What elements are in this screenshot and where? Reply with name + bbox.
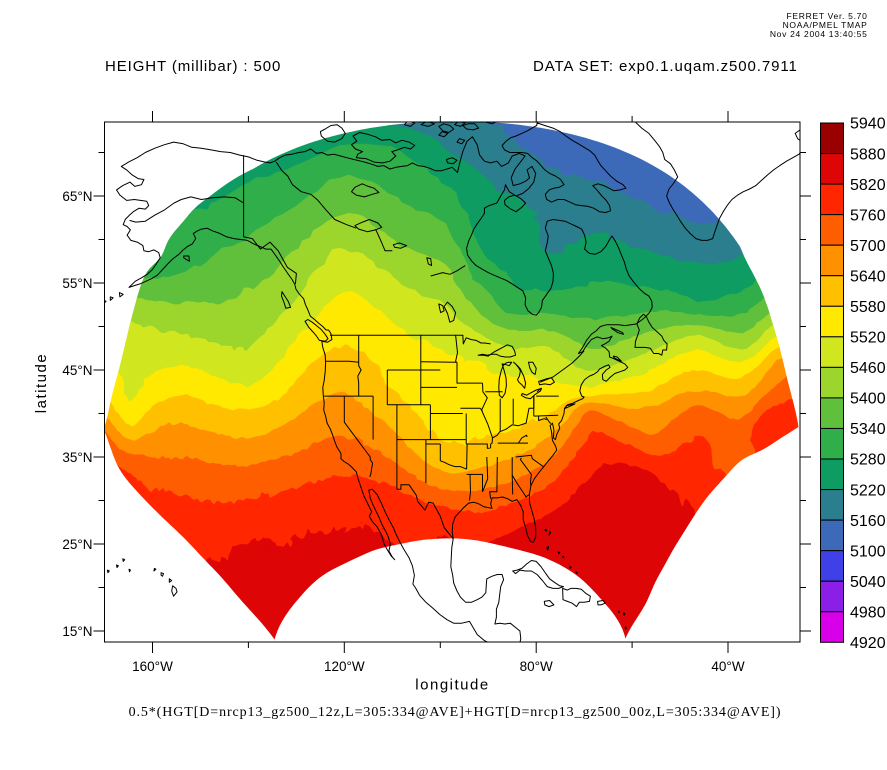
svg-text:5700: 5700	[850, 238, 886, 255]
svg-text:5160: 5160	[850, 513, 886, 530]
svg-text:5280: 5280	[850, 452, 886, 469]
svg-text:latitude: latitude	[33, 353, 50, 413]
svg-text:5640: 5640	[850, 268, 886, 285]
svg-text:5880: 5880	[850, 146, 886, 163]
svg-text:40°W: 40°W	[711, 659, 744, 674]
svg-text:65°N: 65°N	[62, 189, 92, 204]
svg-text:5460: 5460	[850, 360, 886, 377]
svg-text:5580: 5580	[850, 299, 886, 316]
svg-text:FERRET Ver. 5.70: FERRET Ver. 5.70	[787, 11, 868, 21]
svg-text:DATA SET: exp0.1.uqam.z500.791: DATA SET: exp0.1.uqam.z500.7911	[533, 58, 798, 75]
svg-text:5220: 5220	[850, 482, 886, 499]
svg-text:5520: 5520	[850, 330, 886, 347]
svg-text:5820: 5820	[850, 177, 886, 194]
svg-text:Nov 24 2004 13:40:55: Nov 24 2004 13:40:55	[770, 29, 868, 39]
svg-text:4980: 4980	[850, 604, 886, 621]
svg-text:5040: 5040	[850, 574, 886, 591]
svg-text:5400: 5400	[850, 391, 886, 408]
svg-text:5340: 5340	[850, 421, 886, 438]
svg-text:NOAA/PMEL TMAP: NOAA/PMEL TMAP	[783, 20, 868, 30]
svg-text:120°W: 120°W	[324, 659, 365, 674]
svg-text:55°N: 55°N	[62, 276, 92, 291]
svg-text:HEIGHT (millibar) : 500: HEIGHT (millibar) : 500	[105, 58, 281, 75]
svg-text:5760: 5760	[850, 207, 886, 224]
svg-text:5100: 5100	[850, 543, 886, 560]
svg-text:80°W: 80°W	[520, 659, 553, 674]
svg-text:25°N: 25°N	[62, 537, 92, 552]
svg-text:5940: 5940	[850, 116, 886, 133]
svg-text:0.5*(HGT[D=nrcp13_gz500_12z,L=: 0.5*(HGT[D=nrcp13_gz500_12z,L=305:334@AV…	[129, 705, 782, 720]
svg-text:longitude: longitude	[415, 677, 489, 694]
svg-text:35°N: 35°N	[62, 450, 92, 465]
svg-text:45°N: 45°N	[62, 363, 92, 378]
svg-text:4920: 4920	[850, 635, 886, 652]
svg-text:15°N: 15°N	[62, 624, 92, 639]
svg-text:160°W: 160°W	[132, 659, 173, 674]
